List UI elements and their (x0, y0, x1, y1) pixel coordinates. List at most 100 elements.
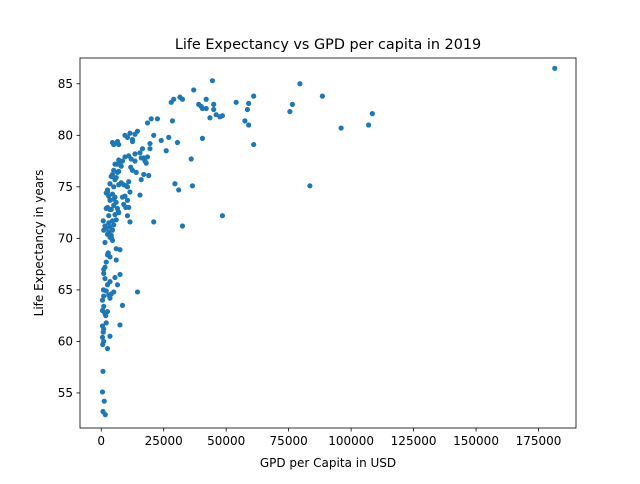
data-point-25 (207, 115, 213, 121)
x-axis-label: GPD per Capita in USD (260, 456, 396, 470)
data-point-69 (122, 132, 128, 138)
data-point-149 (101, 303, 107, 309)
x-tick-label: 125000 (391, 434, 437, 448)
data-point-24 (211, 106, 217, 113)
data-point-17 (219, 213, 226, 219)
data-point-174 (103, 225, 109, 231)
data-point-35 (188, 156, 194, 162)
data-point-84 (127, 219, 133, 225)
data-point-63 (134, 289, 141, 295)
data-point-65 (132, 151, 138, 157)
data-points (99, 65, 558, 418)
data-point-14 (246, 122, 252, 128)
data-point-51 (139, 146, 146, 152)
data-point-187 (103, 313, 109, 319)
data-point-27 (199, 105, 206, 112)
data-point-182 (114, 161, 121, 167)
data-point-105 (112, 212, 118, 218)
data-point-173 (104, 231, 111, 237)
data-point-165 (99, 389, 106, 395)
data-point-102 (111, 202, 117, 208)
y-tick-label: 70 (58, 231, 73, 245)
data-point-74 (133, 169, 139, 175)
x-tick-label: 100000 (328, 434, 374, 448)
data-point-37 (172, 181, 178, 187)
data-point-31 (177, 94, 183, 100)
x-tick-label: 150000 (453, 434, 499, 448)
data-point-180 (108, 173, 114, 180)
data-point-20 (211, 101, 217, 107)
data-point-34 (199, 135, 206, 141)
x-tick-label: 50000 (207, 434, 245, 448)
data-point-6 (338, 125, 344, 131)
data-point-152 (104, 308, 111, 315)
data-point-115 (106, 213, 112, 219)
data-point-38 (176, 187, 182, 193)
data-point-48 (151, 132, 157, 138)
x-tick-label: 75000 (270, 434, 308, 448)
data-point-50 (147, 146, 153, 152)
data-point-188 (100, 287, 107, 293)
data-point-184 (118, 180, 124, 186)
data-point-118 (103, 205, 109, 212)
data-point-162 (117, 322, 123, 328)
data-point-45 (148, 116, 154, 122)
y-tick-label: 80 (58, 128, 73, 142)
data-point-133 (117, 271, 123, 278)
data-point-168 (102, 412, 108, 418)
y-tick-label: 65 (58, 283, 73, 297)
data-point-79 (127, 189, 133, 195)
y-tick-label: 55 (58, 386, 73, 400)
data-point-36 (189, 183, 196, 189)
plot-frame (79, 57, 577, 429)
data-point-132 (103, 259, 109, 265)
data-point-94 (112, 177, 118, 183)
data-point-55 (142, 158, 148, 164)
x-tick-label: 25000 (145, 434, 183, 448)
data-point-164 (100, 368, 106, 374)
data-point-183 (116, 157, 122, 163)
data-point-5 (307, 183, 313, 189)
data-point-49 (147, 140, 153, 147)
data-point-122 (107, 181, 113, 187)
data-point-156 (100, 329, 106, 335)
data-point-9 (209, 78, 216, 84)
data-point-10 (233, 99, 239, 105)
data-point-98 (111, 184, 117, 190)
data-point-72 (132, 158, 138, 164)
data-point-1 (297, 81, 303, 87)
data-point-189 (105, 250, 111, 256)
data-point-175 (106, 220, 112, 226)
data-point-56 (144, 154, 151, 160)
y-tick-label: 75 (58, 180, 73, 194)
data-point-178 (107, 197, 113, 203)
data-point-43 (163, 148, 169, 154)
data-point-11 (246, 100, 252, 106)
data-point-13 (242, 118, 248, 124)
data-point-148 (99, 297, 106, 303)
data-point-75 (126, 179, 132, 185)
data-point-18 (191, 87, 197, 93)
data-point-153 (119, 302, 126, 308)
data-point-161 (107, 333, 113, 339)
x-tick-label: 0 (97, 434, 105, 448)
data-point-95 (111, 167, 117, 173)
data-point-39 (179, 223, 186, 229)
data-point-135 (114, 282, 121, 288)
data-point-129 (113, 257, 119, 263)
data-point-159 (100, 341, 106, 348)
data-point-44 (158, 137, 164, 144)
y-tick-label: 85 (58, 77, 73, 91)
data-point-3 (287, 108, 293, 115)
data-point-8 (369, 111, 375, 117)
x-tick-label: 175000 (516, 434, 562, 448)
data-point-186 (134, 128, 141, 134)
data-point-33 (168, 99, 174, 105)
data-point-128 (117, 247, 123, 253)
data-point-176 (108, 206, 114, 213)
data-point-134 (112, 274, 118, 281)
data-point-166 (101, 398, 107, 404)
